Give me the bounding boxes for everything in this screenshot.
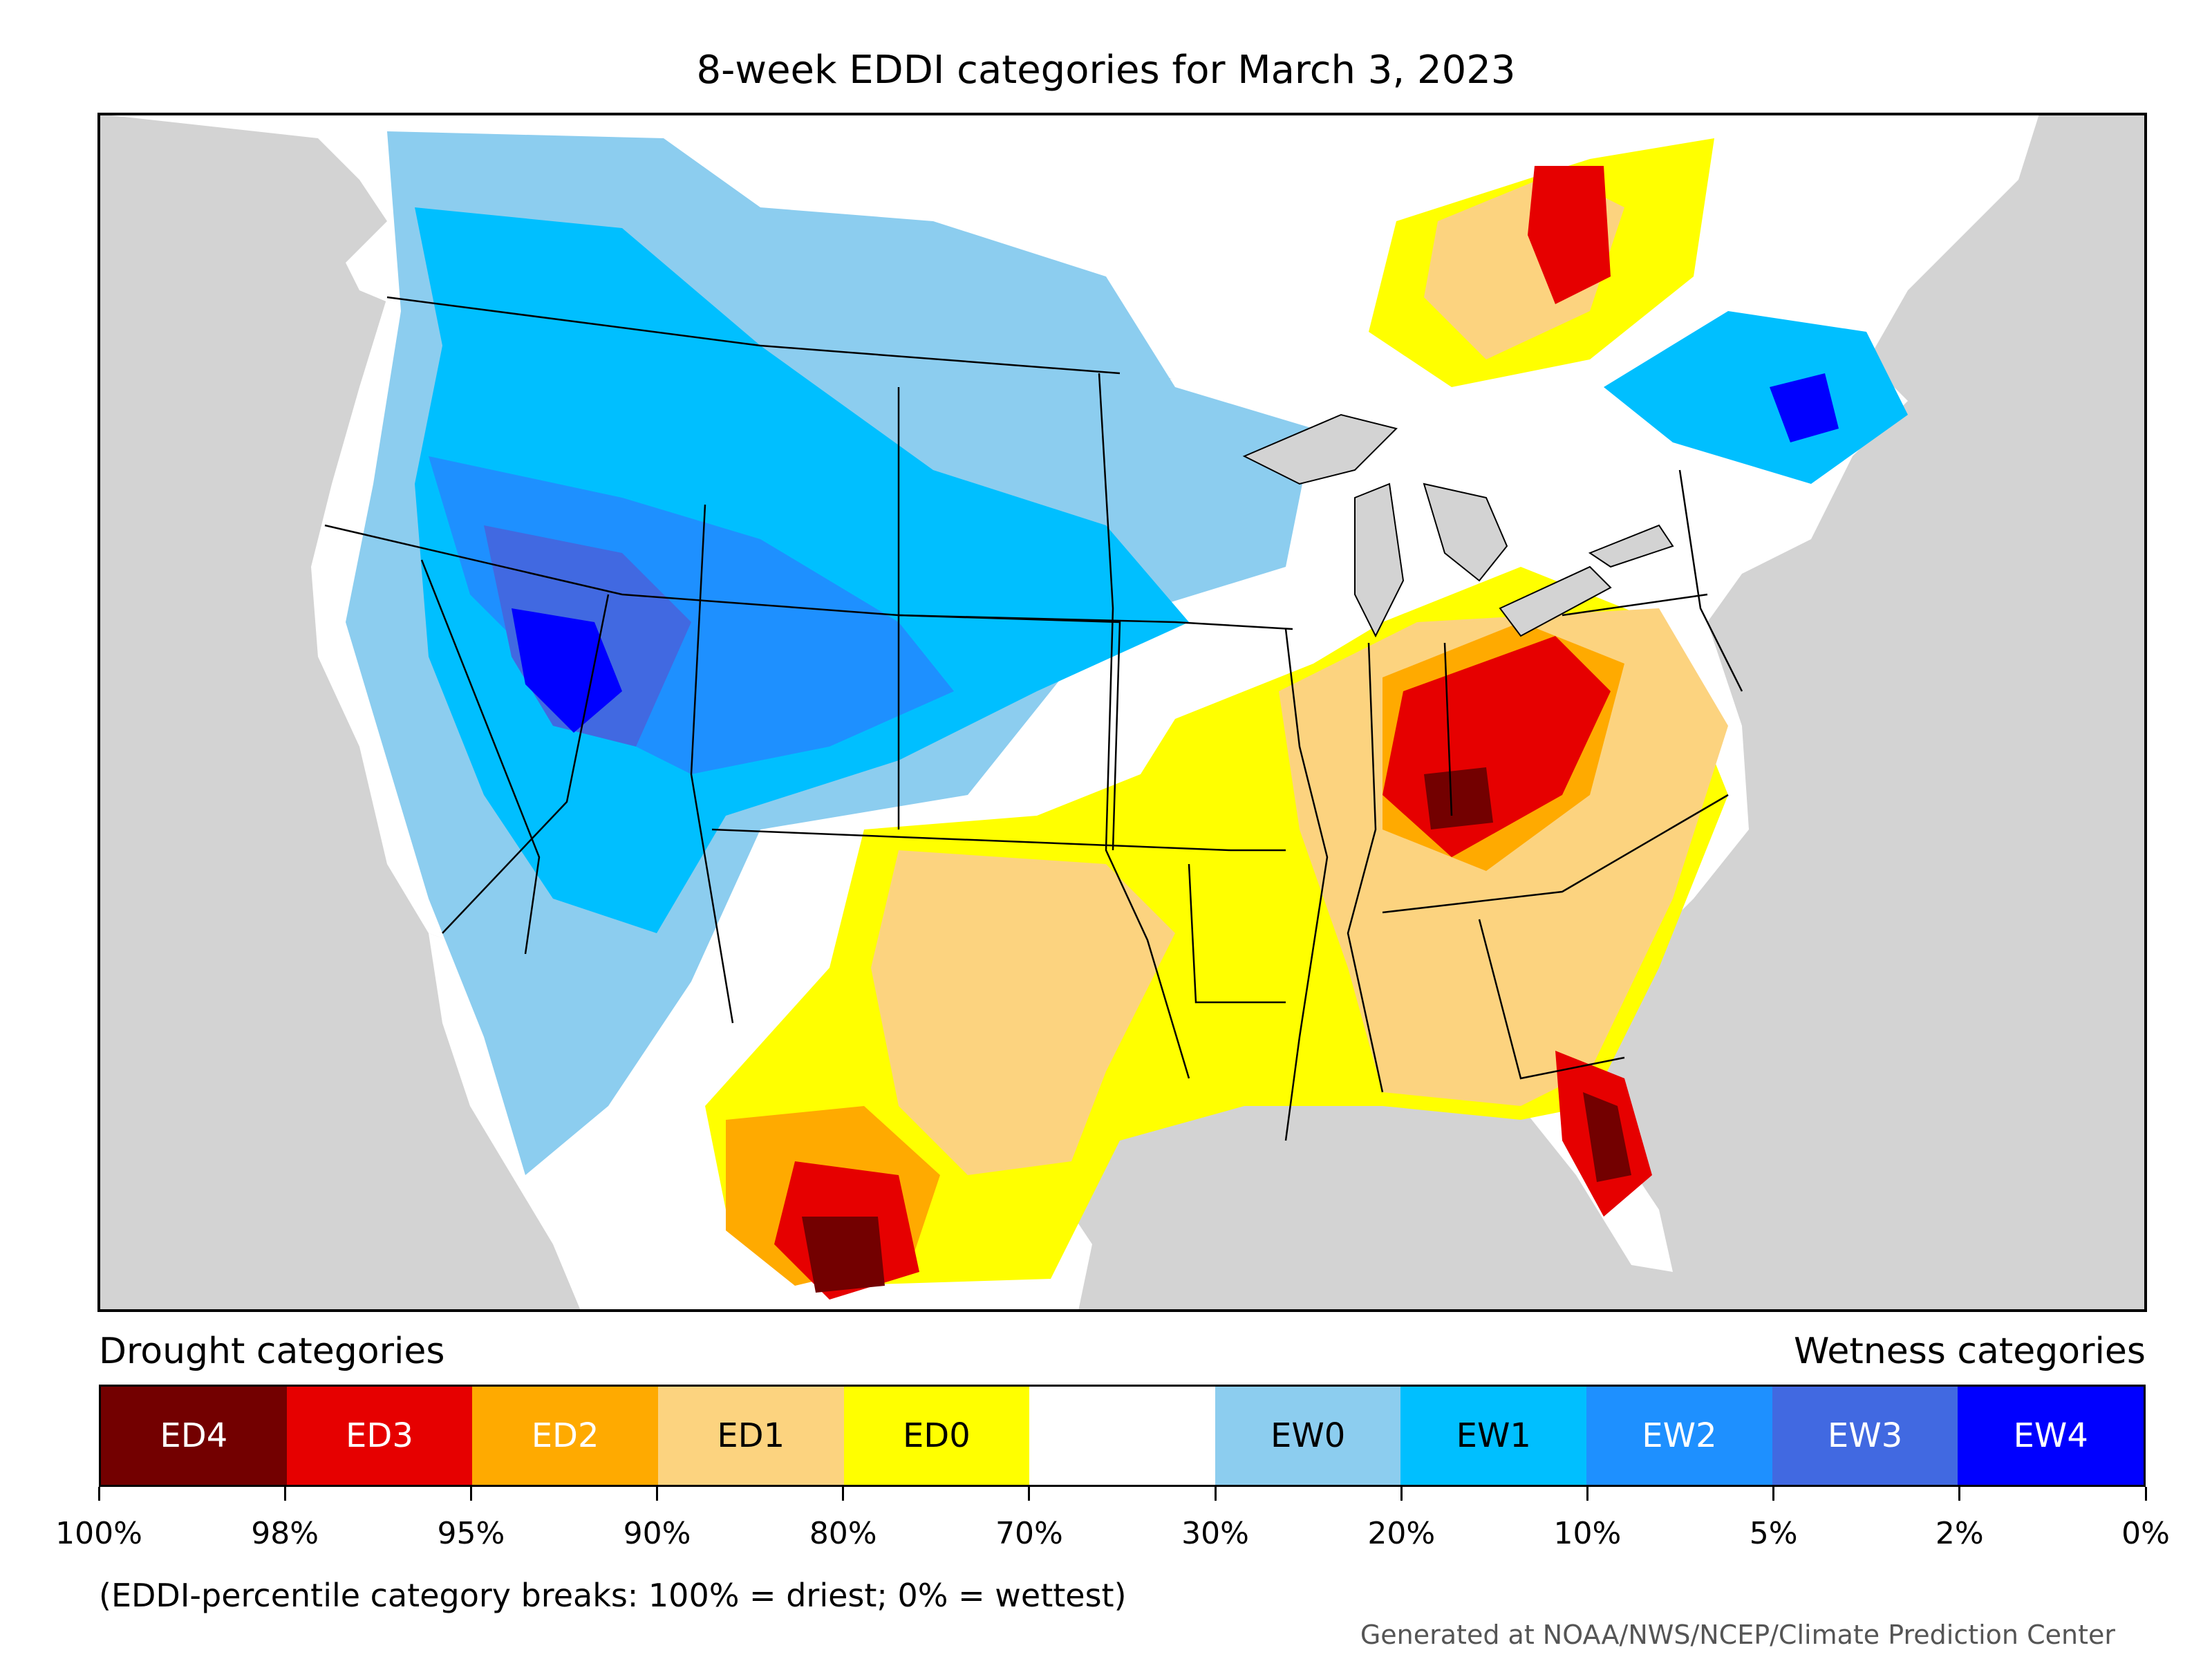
tick-label: 0% — [2121, 1516, 2170, 1551]
tick-label: 90% — [623, 1516, 691, 1551]
colorbar-cell-ed4: ED4 — [101, 1387, 287, 1485]
tick-label: 80% — [809, 1516, 877, 1551]
tick-label: 5% — [1749, 1516, 1798, 1551]
tick-mark — [1772, 1487, 1775, 1501]
credit-line: Generated at NOAA/NWS/NCEP/Climate Predi… — [1360, 1620, 2115, 1650]
tick-label: 20% — [1367, 1516, 1436, 1551]
colorbar-cell-ew4: EW4 — [1958, 1387, 2144, 1485]
colorbar-cell-ew2: EW2 — [1586, 1387, 1772, 1485]
tick-label: 2% — [1935, 1516, 1984, 1551]
colorbar-cell-ed3: ED3 — [286, 1387, 473, 1485]
colorbar-cell-ed0: ED0 — [843, 1387, 1030, 1485]
category-breaks-note: (EDDI-percentile category breaks: 100% =… — [99, 1577, 1127, 1614]
tick-mark — [2144, 1487, 2147, 1501]
tick-mark — [1400, 1487, 1403, 1501]
tick-label: 100% — [55, 1516, 142, 1551]
tick-mark — [97, 1487, 100, 1501]
wet-ew1-northeast — [1604, 311, 1908, 484]
category-colorbar: ED4 ED3 ED2 ED1 ED0 EW0 EW1 EW2 EW3 EW4 — [99, 1385, 2146, 1487]
dry-ed3 — [774, 166, 1652, 1300]
colorbar-cell-ew3: EW3 — [1772, 1387, 1958, 1485]
tick-label: 30% — [1181, 1516, 1249, 1551]
tick-label: 98% — [251, 1516, 319, 1551]
state-boundaries — [324, 296, 1743, 1141]
tick-mark — [656, 1487, 659, 1501]
percentile-ticks: 100% 98% 95% 90% 80% 70% 30% 20% 10% 5% 2% 0% — [55, 1487, 2170, 1551]
wet-ew2-west — [429, 456, 954, 774]
tick-mark — [842, 1487, 845, 1501]
wetness-categories-heading: Wetness categories — [1794, 1331, 2146, 1372]
map-title: 8-week EDDI categories for March 3, 2023 — [696, 48, 1516, 93]
great-lakes — [1242, 413, 1674, 638]
tick-mark — [1028, 1487, 1031, 1501]
tick-label: 10% — [1553, 1516, 1622, 1551]
tick-mark — [469, 1487, 472, 1501]
colorbar-cell-normal — [1029, 1387, 1215, 1485]
wet-ew4-northeast — [1770, 373, 1839, 442]
map-frame — [97, 113, 2147, 1312]
tick-mark — [1958, 1487, 1961, 1501]
wet-ew4-west — [512, 608, 622, 733]
colorbar-cell-ed1: ED1 — [657, 1387, 844, 1485]
drought-categories-heading: Drought categories — [99, 1331, 445, 1372]
tick-mark — [283, 1487, 286, 1501]
tick-mark — [1586, 1487, 1588, 1501]
tick-mark — [1214, 1487, 1217, 1501]
tick-label: 70% — [995, 1516, 1063, 1551]
colorbar-cell-ew0: EW0 — [1215, 1387, 1401, 1485]
colorbar-cell-ew1: EW1 — [1400, 1387, 1587, 1485]
tick-label: 95% — [437, 1516, 505, 1551]
colorbar-cell-ed2: ED2 — [472, 1387, 658, 1485]
